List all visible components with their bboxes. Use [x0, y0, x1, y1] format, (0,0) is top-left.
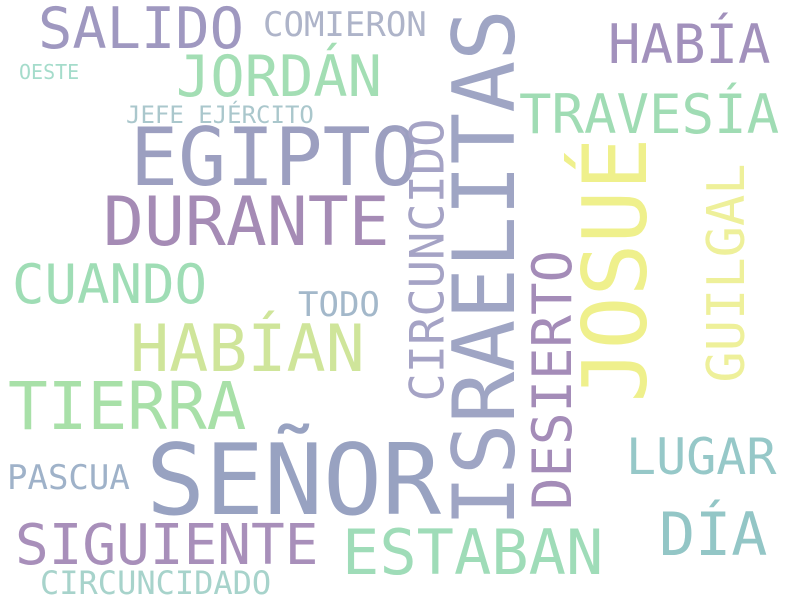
- word-oeste: OESTE: [19, 60, 80, 84]
- word-salido: SALIDO: [38, 0, 244, 62]
- word-comieron: COMIERON: [263, 5, 427, 45]
- word-cuando: CUANDO: [12, 253, 208, 316]
- word-circuncido: CIRCUNCIDÓ: [400, 118, 456, 402]
- word-desierto: DESIERTO: [521, 249, 584, 511]
- word-josue: JOSUÉ: [564, 137, 667, 403]
- word-senor: SEÑOR: [146, 424, 442, 538]
- word-jefe-ejercito: JEFE EJÉRCITO: [126, 101, 314, 129]
- word-jordan: JORDÁN: [176, 44, 382, 110]
- word-dia: DÍA: [659, 500, 768, 570]
- word-circuncidado: CIRCUNCIDADO: [40, 564, 272, 600]
- word-estaban: ESTABAN: [342, 516, 604, 589]
- word-pascua: PASCUA: [7, 458, 130, 498]
- word-todo: TODO: [298, 285, 380, 325]
- word-egipto: EGIPTO: [130, 111, 419, 204]
- word-travesia: TRAVESÍA: [519, 83, 780, 146]
- word-habian: HABÍAN: [130, 312, 365, 387]
- word-siguiente: SIGUIENTE: [15, 513, 319, 578]
- word-guilgal: GUILGAL: [697, 163, 757, 383]
- word-tierra: TIERRA: [8, 368, 247, 445]
- word-habia: HABÍA: [608, 13, 771, 76]
- word-durante: DURANTE: [103, 183, 390, 262]
- word-lugar: LUGAR: [626, 428, 777, 486]
